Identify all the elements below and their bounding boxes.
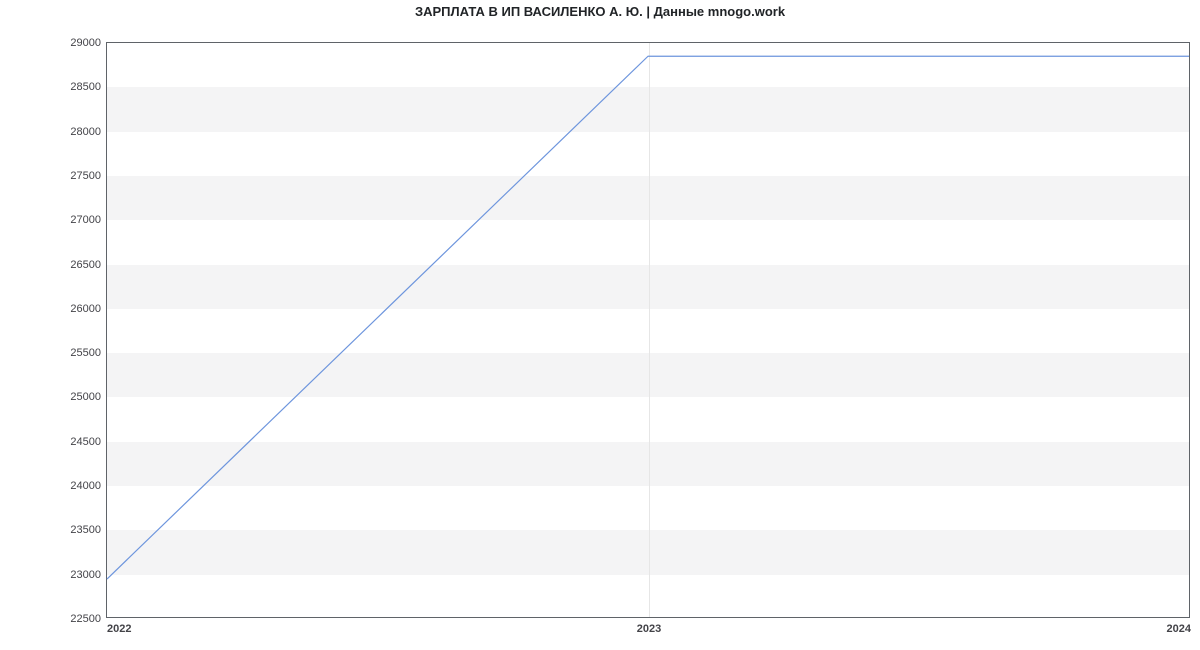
y-tick-label: 26500 bbox=[70, 259, 107, 271]
y-tick-label: 25000 bbox=[70, 391, 107, 403]
y-tick-label: 27000 bbox=[70, 214, 107, 226]
salary-line-chart: ЗАРПЛАТА В ИП ВАСИЛЕНКО А. Ю. | Данные m… bbox=[0, 0, 1200, 650]
plot-area: 2250023000235002400024500250002550026000… bbox=[106, 42, 1190, 618]
x-tick-label: 2022 bbox=[107, 617, 131, 635]
y-tick-label: 28000 bbox=[70, 126, 107, 138]
y-tick-label: 22500 bbox=[70, 613, 107, 625]
y-tick-label: 25500 bbox=[70, 347, 107, 359]
y-tick-label: 28500 bbox=[70, 81, 107, 93]
y-tick-label: 24500 bbox=[70, 436, 107, 448]
y-tick-label: 26000 bbox=[70, 303, 107, 315]
chart-title: ЗАРПЛАТА В ИП ВАСИЛЕНКО А. Ю. | Данные m… bbox=[0, 4, 1200, 19]
x-tick-label: 2023 bbox=[637, 617, 661, 635]
y-tick-label: 23000 bbox=[70, 569, 107, 581]
y-tick-label: 27500 bbox=[70, 170, 107, 182]
x-tick-label: 2024 bbox=[1167, 617, 1191, 635]
y-tick-label: 23500 bbox=[70, 524, 107, 536]
y-tick-label: 29000 bbox=[70, 37, 107, 49]
y-tick-label: 24000 bbox=[70, 480, 107, 492]
series-line bbox=[107, 43, 1189, 617]
